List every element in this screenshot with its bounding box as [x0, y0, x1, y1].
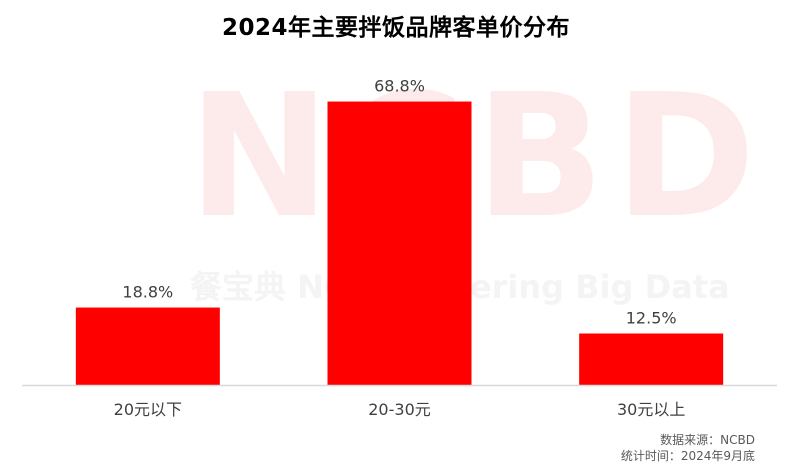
data-label-2: 68.8% — [374, 77, 425, 96]
bar-2 — [327, 101, 472, 385]
bars-group — [75, 101, 724, 385]
chart-title: 2024年主要拌饭品牌客单价分布 — [221, 15, 570, 41]
x-tick-label-2: 20-30元 — [368, 400, 431, 419]
data-label-3: 12.5% — [626, 309, 677, 328]
x-tick-label-1: 20元以下 — [114, 400, 182, 419]
x-tick-label-3: 30元以上 — [617, 400, 685, 419]
value-labels-group: 18.8% 68.8% 12.5% — [122, 77, 676, 328]
bar-1 — [75, 307, 220, 385]
source-note: 数据来源：NCBD 统计时间：2024年9月底 — [621, 432, 755, 464]
data-label-1: 18.8% — [122, 283, 173, 302]
x-tick-labels-group: 20元以下 20-30元 30元以上 — [114, 400, 686, 419]
source-text: 数据来源：NCBD — [660, 433, 755, 447]
bar-3 — [579, 333, 724, 385]
date-text: 统计时间：2024年9月底 — [620, 449, 755, 463]
